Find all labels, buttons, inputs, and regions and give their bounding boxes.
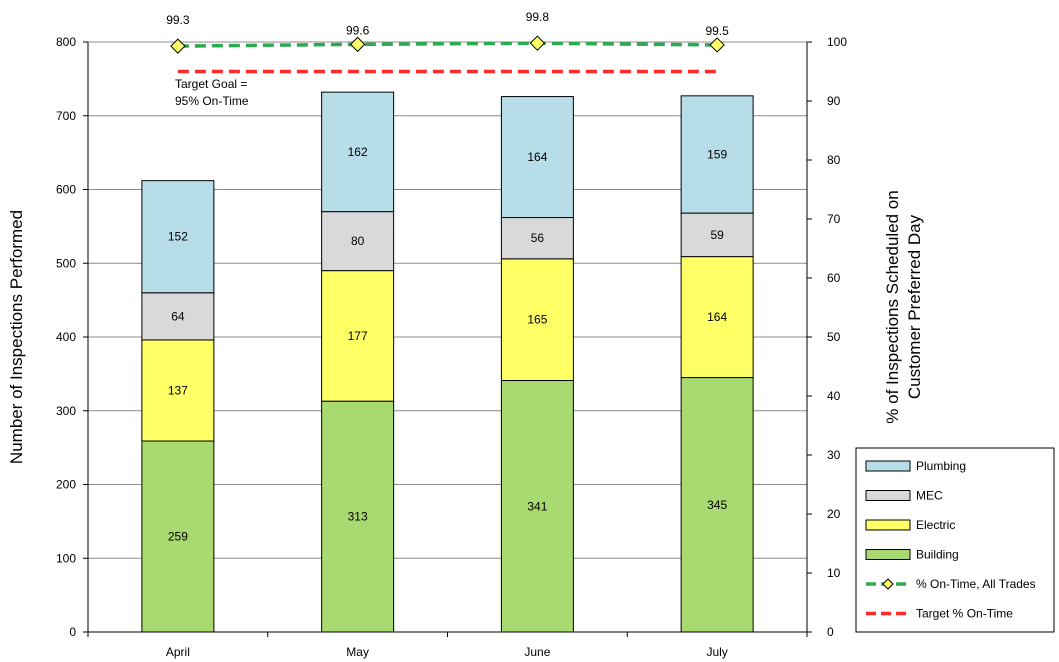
data-label-mec: 56 <box>531 231 545 245</box>
legend-label: Target % On-Time <box>916 607 1013 621</box>
bars <box>141 91 754 633</box>
data-label-plumbing: 152 <box>168 230 188 244</box>
y2-tick-label: 30 <box>827 448 841 462</box>
bar-electric-april <box>141 339 215 442</box>
target-goal-annotation: Target Goal = 95% On-Time <box>175 77 249 108</box>
legend-swatch-plumbing <box>865 460 911 472</box>
bar-plumbing-may <box>321 91 395 213</box>
legend-swatch-building <box>865 549 911 560</box>
data-label-electric: 165 <box>527 313 547 327</box>
legend-swatch-electric <box>865 519 911 531</box>
y2-tick-label: 60 <box>827 271 841 285</box>
y2-tick-label: 80 <box>827 153 841 167</box>
x-tick-label: June <box>524 645 550 659</box>
ontime-marker <box>349 36 366 53</box>
ontime-data-label: 99.6 <box>346 23 370 37</box>
bar-building-may <box>321 400 395 633</box>
data-label-plumbing: 162 <box>348 145 368 159</box>
ontime-marker <box>709 37 725 53</box>
y-tick-label: 400 <box>56 330 76 344</box>
y2-tick-label: 90 <box>827 94 841 108</box>
legend-label: % On-Time, All Trades <box>916 577 1036 591</box>
annotation-line: 95% On-Time <box>175 94 249 108</box>
y2-tick-label: 0 <box>827 625 834 639</box>
ontime-marker <box>529 35 546 51</box>
y2-tick-label: 40 <box>827 389 841 403</box>
ontime-data-label: 99.8 <box>526 10 550 24</box>
y-tick-label: 800 <box>56 35 76 49</box>
legend-label: Plumbing <box>916 459 966 473</box>
legend-box <box>855 447 1055 633</box>
data-label-building: 341 <box>527 499 547 513</box>
legend-marker <box>882 578 894 590</box>
bar-building-july <box>680 377 754 633</box>
data-label-plumbing: 159 <box>707 147 727 161</box>
bar-mec-april <box>141 292 215 341</box>
y2-axis-title-line: Customer Preferred Day <box>905 214 924 399</box>
line-series <box>170 35 725 74</box>
annotation-line: Target Goal = <box>175 77 247 91</box>
bar-plumbing-april <box>141 180 215 294</box>
data-label-mec: 80 <box>351 234 365 248</box>
data-labels: 259 137 64 152 313 177 80 162 341 165 56 164 345 164 5… <box>166 10 729 543</box>
ontime-marker <box>170 38 186 54</box>
data-label-electric: 177 <box>348 329 368 343</box>
y2-tick-label: 70 <box>827 212 841 226</box>
bar-building-april <box>141 440 215 633</box>
legend-swatch-mec <box>865 490 911 501</box>
y-tick-label: 200 <box>56 478 76 492</box>
x-tick-label: April <box>166 645 190 659</box>
y2-tick-label: 10 <box>827 566 841 580</box>
bar-plumbing-july <box>680 95 754 214</box>
legend-label: Electric <box>916 518 955 532</box>
y2-axis-title: % of Inspections Scheduled on Customer Pr… <box>883 190 924 423</box>
data-label-electric: 137 <box>168 383 188 397</box>
x-tick-label: July <box>706 645 727 659</box>
data-label-plumbing: 164 <box>527 150 547 164</box>
y-tick-label: 300 <box>56 404 76 418</box>
data-label-electric: 164 <box>707 310 727 324</box>
ontime-data-label: 99.5 <box>705 24 729 38</box>
ontime-line <box>177 41 718 48</box>
y-axis-title: Number of Inspections Performed <box>7 210 26 464</box>
y2-tick-label: 20 <box>827 507 841 521</box>
y2-tick-label: 50 <box>827 330 841 344</box>
legend-label: Building <box>916 548 959 562</box>
ontime-data-label: 99.3 <box>166 13 190 27</box>
data-label-building: 259 <box>168 529 188 543</box>
bar-mec-june <box>500 217 574 260</box>
legend: Plumbing MEC Electric Building % On-Time, Al… <box>855 447 1055 633</box>
data-label-building: 345 <box>707 498 727 512</box>
y-tick-label: 100 <box>56 551 76 565</box>
bar-electric-june <box>500 258 574 382</box>
axes: 0 100 200 300 400 500 600 700 800 0 10 20 30 40 50 60 70… <box>7 35 924 659</box>
y-tick-label: 0 <box>69 625 76 639</box>
bar-plumbing-june <box>500 96 574 219</box>
y2-tick-label: 100 <box>827 35 847 49</box>
data-label-mec: 64 <box>171 309 185 323</box>
data-label-building: 313 <box>348 510 368 524</box>
data-label-mec: 59 <box>710 228 724 242</box>
y2-axis-title-line: % of Inspections Scheduled on <box>883 190 902 423</box>
legend-label: MEC <box>916 489 943 503</box>
y-tick-label: 600 <box>56 183 76 197</box>
y-tick-label: 700 <box>56 109 76 123</box>
y-tick-label: 500 <box>56 256 76 270</box>
x-tick-label: May <box>346 645 369 659</box>
